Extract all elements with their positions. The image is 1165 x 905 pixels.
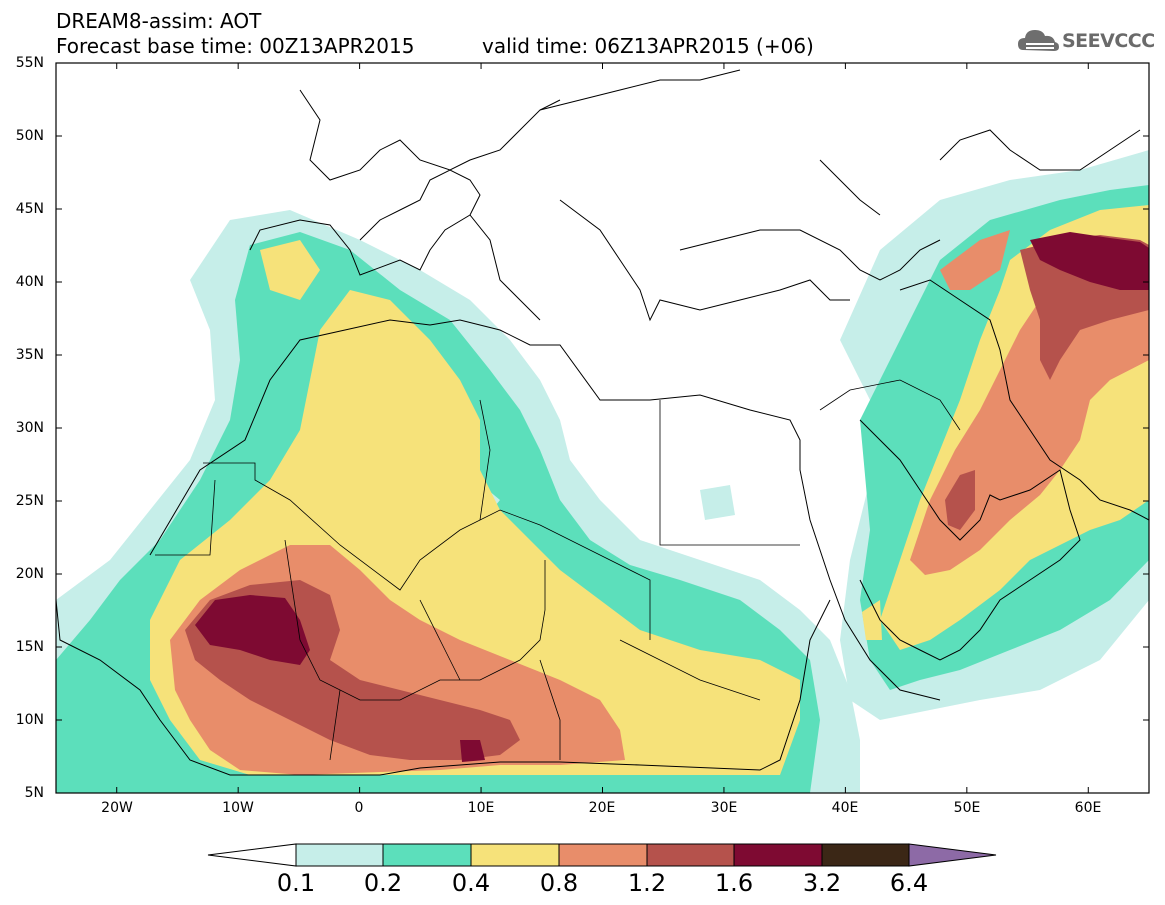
colorbar-swatch-4 (558, 843, 648, 867)
borders (155, 379, 961, 761)
colorbar-label-6.4: 6.4 (889, 869, 929, 897)
colorbar-label-3.2: 3.2 (802, 869, 842, 897)
lat-label-10n: 10N (15, 712, 44, 728)
colorbar-label-0.2: 0.2 (363, 869, 403, 897)
colorbar-swatch-6 (733, 843, 823, 867)
lon-label-10w: 10W (222, 800, 254, 816)
valid-time: valid time: 06Z13APR2015 (+06) (482, 34, 814, 58)
logo-text: SEEVCCC (1062, 30, 1155, 52)
colorbar-swatch-2 (382, 843, 472, 867)
colorbar-label-0.8: 0.8 (539, 869, 579, 897)
colorbar-high-triangle (908, 843, 997, 867)
lon-label-40e: 40E (831, 800, 859, 816)
colorbar-swatch-3 (470, 843, 560, 867)
lon-label-30e: 30E (710, 800, 738, 816)
lat-label-15n: 15N (15, 639, 44, 655)
colorbar-swatch-7 (821, 843, 910, 867)
lon-label-60e: 60E (1074, 800, 1102, 816)
lat-label-45n: 45N (15, 201, 44, 217)
lon-label-0: 0 (354, 800, 364, 816)
lon-label-50e: 50E (953, 800, 981, 816)
axis-ticks (56, 63, 1149, 793)
colorbar-swatch-5 (646, 843, 735, 867)
lat-label-40n: 40N (15, 274, 44, 290)
lon-label-20w: 20W (101, 800, 133, 816)
forecast-base-time: Forecast base time: 00Z13APR2015 (56, 34, 415, 58)
lat-label-30n: 30N (15, 420, 44, 436)
lat-label-25n: 25N (15, 493, 44, 509)
aot-band-1.6 (195, 232, 1149, 665)
colorbar-low-triangle (207, 843, 297, 867)
coastlines (56, 69, 1149, 776)
lon-label-10e: 10E (467, 800, 495, 816)
colorbar-label-0.1: 0.1 (276, 869, 316, 897)
lat-label-35n: 35N (15, 347, 44, 363)
colorbar-label-1.2: 1.2 (627, 869, 667, 897)
colorbar-swatch-1 (295, 843, 384, 867)
lat-label-50n: 50N (15, 128, 44, 144)
lat-label-55n: 55N (15, 55, 44, 71)
lat-label-5n: 5N (24, 785, 44, 801)
colorbar (207, 843, 997, 867)
map-title: DREAM8-assim: AOT (56, 9, 262, 33)
colorbar-label-0.4: 0.4 (451, 869, 491, 897)
seevccc-logo (1018, 30, 1059, 51)
aot-field (56, 150, 1149, 793)
lat-label-20n: 20N (15, 566, 44, 582)
colorbar-label-1.6: 1.6 (714, 869, 754, 897)
lon-label-20e: 20E (588, 800, 616, 816)
